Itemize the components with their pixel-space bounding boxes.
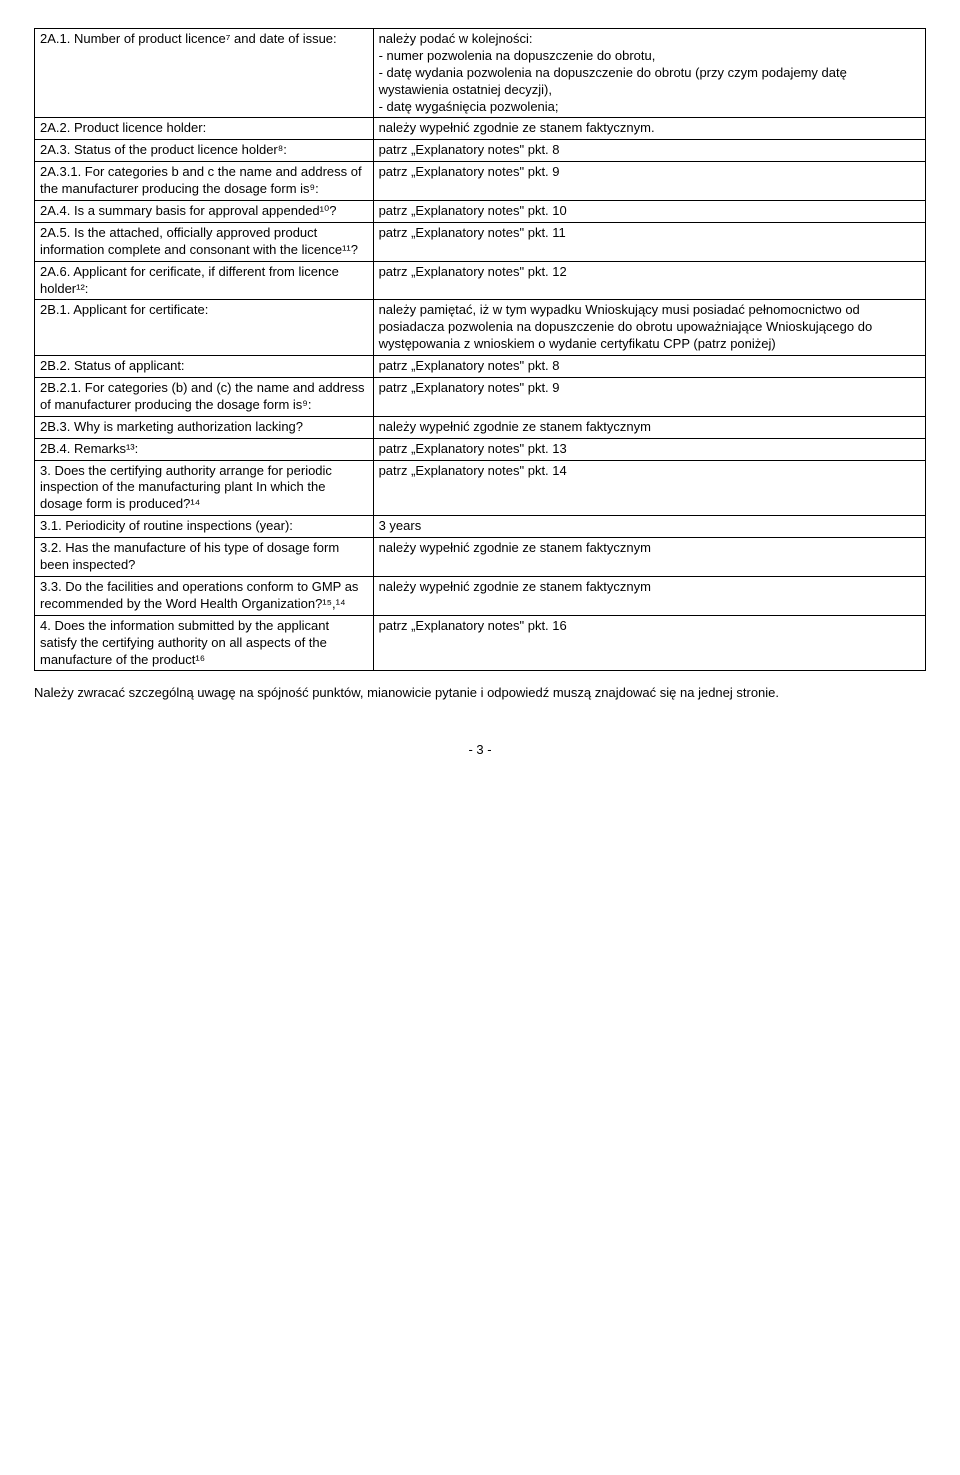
row-left-cell: 2A.6. Applicant for cerificate, if diffe… bbox=[35, 261, 374, 300]
row-right-cell: patrz „Explanatory notes" pkt. 13 bbox=[373, 438, 925, 460]
main-table: 2A.1. Number of product licence⁷ and dat… bbox=[34, 28, 926, 671]
row-right-cell: należy pamiętać, iż w tym wypadku Wniosk… bbox=[373, 300, 925, 356]
table-row: 4. Does the information submitted by the… bbox=[35, 615, 926, 671]
table-row: 2B.3. Why is marketing authorization lac… bbox=[35, 416, 926, 438]
footer-note: Należy zwracać szczególną uwagę na spójn… bbox=[34, 685, 926, 702]
table-row: 2A.3.1. For categories b and c the name … bbox=[35, 162, 926, 201]
row-right-cell: patrz „Explanatory notes" pkt. 8 bbox=[373, 356, 925, 378]
row-left-cell: 3.3. Do the facilities and operations co… bbox=[35, 576, 374, 615]
row-left-cell: 2A.3. Status of the product licence hold… bbox=[35, 140, 374, 162]
row-right-cell: patrz „Explanatory notes" pkt. 14 bbox=[373, 460, 925, 516]
row-right-cell: patrz „Explanatory notes" pkt. 12 bbox=[373, 261, 925, 300]
row-left-cell: 2A.1. Number of product licence⁷ and dat… bbox=[35, 29, 374, 118]
table-row: 3.1. Periodicity of routine inspections … bbox=[35, 516, 926, 538]
row-right-cell: 3 years bbox=[373, 516, 925, 538]
table-row: 3.3. Do the facilities and operations co… bbox=[35, 576, 926, 615]
row-left-cell: 2A.3.1. For categories b and c the name … bbox=[35, 162, 374, 201]
row-right-cell: patrz „Explanatory notes" pkt. 11 bbox=[373, 222, 925, 261]
row-left-cell: 2B.3. Why is marketing authorization lac… bbox=[35, 416, 374, 438]
row-right-cell: patrz „Explanatory notes" pkt. 8 bbox=[373, 140, 925, 162]
row-right-cell: należy wypełnić zgodnie ze stanem faktyc… bbox=[373, 416, 925, 438]
table-row: 2A.4. Is a summary basis for approval ap… bbox=[35, 201, 926, 223]
row-left-cell: 2A.4. Is a summary basis for approval ap… bbox=[35, 201, 374, 223]
row-right-cell: patrz „Explanatory notes" pkt. 9 bbox=[373, 162, 925, 201]
table-row: 2B.2. Status of applicant:patrz „Explana… bbox=[35, 356, 926, 378]
table-body: 2A.1. Number of product licence⁷ and dat… bbox=[35, 29, 926, 671]
table-row: 2B.1. Applicant for certificate:należy p… bbox=[35, 300, 926, 356]
table-row: 2B.4. Remarks¹³:patrz „Explanatory notes… bbox=[35, 438, 926, 460]
row-left-cell: 2B.2. Status of applicant: bbox=[35, 356, 374, 378]
table-row: 2A.1. Number of product licence⁷ and dat… bbox=[35, 29, 926, 118]
row-right-cell: patrz „Explanatory notes" pkt. 9 bbox=[373, 378, 925, 417]
row-right-cell: należy wypełnić zgodnie ze stanem faktyc… bbox=[373, 538, 925, 577]
row-left-cell: 3.1. Periodicity of routine inspections … bbox=[35, 516, 374, 538]
table-row: 2A.3. Status of the product licence hold… bbox=[35, 140, 926, 162]
row-right-cell: należy wypełnić zgodnie ze stanem faktyc… bbox=[373, 118, 925, 140]
row-left-cell: 2B.2.1. For categories (b) and (c) the n… bbox=[35, 378, 374, 417]
row-left-cell: 2B.4. Remarks¹³: bbox=[35, 438, 374, 460]
row-left-cell: 2A.5. Is the attached, officially approv… bbox=[35, 222, 374, 261]
table-row: 2B.2.1. For categories (b) and (c) the n… bbox=[35, 378, 926, 417]
row-right-cell: należy podać w kolejności: - numer pozwo… bbox=[373, 29, 925, 118]
page-number: - 3 - bbox=[34, 742, 926, 757]
table-row: 3. Does the certifying authority arrange… bbox=[35, 460, 926, 516]
row-left-cell: 4. Does the information submitted by the… bbox=[35, 615, 374, 671]
row-left-cell: 2B.1. Applicant for certificate: bbox=[35, 300, 374, 356]
row-left-cell: 3. Does the certifying authority arrange… bbox=[35, 460, 374, 516]
row-right-cell: patrz „Explanatory notes" pkt. 16 bbox=[373, 615, 925, 671]
table-row: 2A.5. Is the attached, officially approv… bbox=[35, 222, 926, 261]
table-row: 2A.6. Applicant for cerificate, if diffe… bbox=[35, 261, 926, 300]
table-row: 2A.2. Product licence holder:należy wype… bbox=[35, 118, 926, 140]
row-right-cell: należy wypełnić zgodnie ze stanem faktyc… bbox=[373, 576, 925, 615]
row-left-cell: 3.2. Has the manufacture of his type of … bbox=[35, 538, 374, 577]
row-left-cell: 2A.2. Product licence holder: bbox=[35, 118, 374, 140]
table-row: 3.2. Has the manufacture of his type of … bbox=[35, 538, 926, 577]
row-right-cell: patrz „Explanatory notes" pkt. 10 bbox=[373, 201, 925, 223]
